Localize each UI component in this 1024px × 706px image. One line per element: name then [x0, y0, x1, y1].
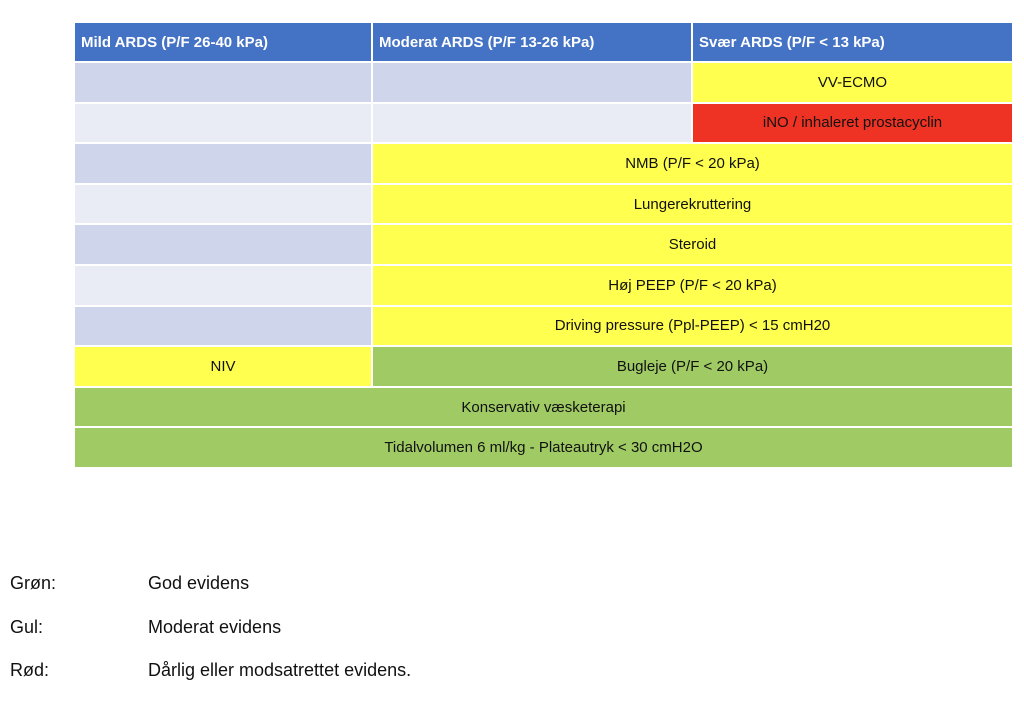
legend-text: Dårlig eller modsatrettet evidens.: [148, 660, 412, 680]
cell-recruitment: Lungerekruttering: [373, 184, 1012, 224]
ards-treatment-table: Mild ARDS (P/F 26-40 kPa) Moderat ARDS (…: [75, 23, 1012, 467]
legend-green: Grøn: God evidens: [10, 573, 249, 594]
legend-label: Grøn:: [10, 573, 57, 593]
legend-label: Rød:: [10, 660, 50, 680]
legend-text: God evidens: [148, 573, 250, 593]
cell-nmb: NMB (P/F < 20 kPa): [373, 144, 1012, 183]
empty-cell: [373, 103, 691, 143]
cell-tidal: Tidalvolumen 6 ml/kg - Plateautryk < 30 …: [75, 428, 1012, 467]
header-moderate: Moderat ARDS (P/F 13-26 kPa): [373, 23, 691, 61]
cell-prone: Bugleje (P/F < 20 kPa): [373, 347, 1012, 386]
legend-yellow: Gul: Moderat evidens: [10, 617, 281, 638]
empty-cell: [75, 306, 371, 346]
cell-high-peep: Høj PEEP (P/F < 20 kPa): [373, 265, 1012, 305]
empty-cell: [75, 184, 371, 224]
cell-steroid: Steroid: [373, 225, 1012, 264]
empty-cell: [75, 265, 371, 305]
legend-label: Gul:: [10, 617, 44, 637]
cell-ino: iNO / inhaleret prostacyclin: [693, 103, 1012, 143]
empty-cell: [75, 225, 371, 264]
empty-cell: [75, 144, 371, 183]
cell-driving-pressure: Driving pressure (Ppl-PEEP) < 15 cmH20: [373, 306, 1012, 346]
cell-fluid: Konservativ væsketerapi: [75, 387, 1012, 427]
cell-vv-ecmo: VV-ECMO: [693, 63, 1012, 102]
empty-cell: [373, 63, 691, 102]
header-severe: Svær ARDS (P/F < 13 kPa): [693, 23, 1012, 61]
legend-red: Rød: Dårlig eller modsatrettet evidens.: [10, 660, 411, 681]
legend-text: Moderat evidens: [148, 617, 282, 637]
empty-cell: [75, 63, 371, 102]
empty-cell: [75, 103, 371, 143]
header-mild: Mild ARDS (P/F 26-40 kPa): [75, 23, 371, 61]
cell-niv: NIV: [75, 347, 371, 386]
